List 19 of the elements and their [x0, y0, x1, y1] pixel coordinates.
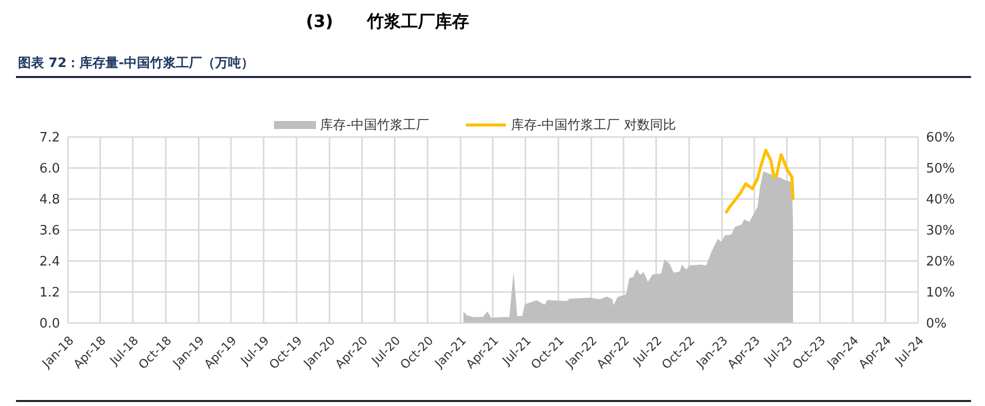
chart-subtitle: 图表 72：库存量-中国竹浆工厂（万吨） — [18, 54, 254, 72]
y2-tick-label: 10% — [926, 286, 955, 301]
y-tick-label: 6.0 — [39, 162, 60, 177]
y2-tick-label: 60% — [926, 130, 955, 146]
y-tick-label: 0.0 — [39, 316, 60, 332]
y-tick-label: 4.8 — [39, 192, 60, 208]
y-tick-label: 7.2 — [39, 130, 60, 146]
chart-title: (3) 竹浆工厂库存 — [306, 12, 470, 32]
y2-tick-label: 50% — [926, 162, 955, 177]
y-tick-label: 2.4 — [39, 254, 60, 270]
y2-tick-label: 0% — [926, 316, 947, 332]
legend-label: 库存-中国竹浆工厂 对数同比 — [510, 116, 676, 134]
y2-tick-label: 40% — [926, 192, 955, 208]
y2-tick-label: 20% — [926, 254, 955, 270]
legend-label: 库存-中国竹浆工厂 — [320, 116, 429, 134]
y-tick-label: 3.6 — [39, 224, 60, 239]
line-series — [724, 148, 794, 214]
y2-tick-label: 30% — [926, 224, 955, 239]
y-tick-label: 1.2 — [39, 286, 60, 301]
